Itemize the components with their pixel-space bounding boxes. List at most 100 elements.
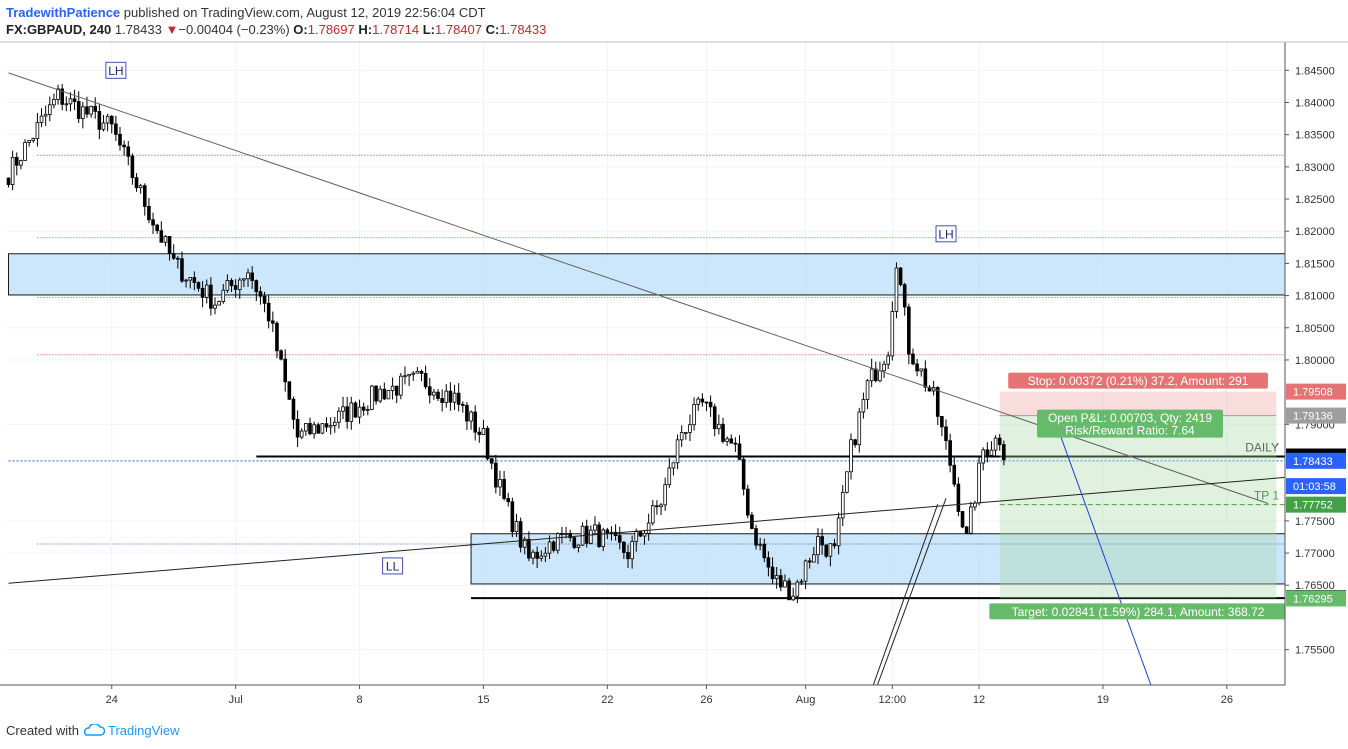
y-tick-label: 1.81500 xyxy=(1295,258,1335,270)
structure-marker-box[interactable] xyxy=(105,61,127,79)
candle-body xyxy=(948,440,952,466)
candle-body xyxy=(6,177,11,185)
candle-body xyxy=(911,353,915,365)
candle-body xyxy=(539,555,544,559)
trendline[interactable] xyxy=(871,503,939,690)
candle-body xyxy=(60,88,64,105)
candle-body xyxy=(448,390,453,403)
x-tick-label: 26 xyxy=(700,694,712,706)
price-badge xyxy=(1286,407,1346,424)
footer: Created with TradingView xyxy=(6,723,180,738)
candle-body xyxy=(597,524,601,547)
tradingview-brand-link[interactable]: TradingView xyxy=(108,723,180,738)
candle-body xyxy=(399,375,403,396)
candle-body xyxy=(415,370,420,374)
short-position-tool[interactable] xyxy=(999,391,1285,599)
candle-body xyxy=(601,529,606,547)
price-badge xyxy=(1286,590,1346,607)
candle-body xyxy=(692,403,696,426)
structure-marker-box[interactable] xyxy=(382,557,404,575)
candle-body xyxy=(23,141,27,161)
candle-body xyxy=(258,291,263,297)
candle-body xyxy=(452,392,457,403)
candle-body xyxy=(865,380,870,400)
price-badge-label: 1.76295 xyxy=(1293,593,1333,605)
candle-body xyxy=(56,88,60,100)
candle-body xyxy=(196,282,201,289)
support-resistance-zones[interactable] xyxy=(8,253,1286,585)
candle-body xyxy=(634,531,639,542)
candle-body xyxy=(981,449,985,464)
candle-body xyxy=(869,368,874,382)
candle-body xyxy=(560,533,564,535)
y-tick-label: 1.82500 xyxy=(1295,194,1335,206)
candle-body xyxy=(192,277,197,283)
y-tick-label: 1.77000 xyxy=(1295,548,1335,560)
price-change: −0.00404 (−0.23%) xyxy=(178,22,290,37)
candle-body xyxy=(209,284,213,309)
candle-body xyxy=(295,418,300,438)
trendline[interactable] xyxy=(1057,427,1153,690)
candle-body xyxy=(167,235,172,254)
candle-body xyxy=(97,111,102,130)
close-value: 1.78433 xyxy=(499,22,547,37)
candle-body xyxy=(960,511,965,528)
candle-body xyxy=(894,267,899,312)
x-tick-label: Jul xyxy=(229,694,243,706)
y-tick-label: 1.76500 xyxy=(1295,580,1335,592)
candle-body xyxy=(361,406,366,411)
candle-body xyxy=(411,372,416,375)
x-tick-label: 22 xyxy=(601,694,613,706)
x-tick-label: 12:00 xyxy=(879,694,907,706)
candle-body xyxy=(304,423,308,432)
candle-body xyxy=(386,390,391,400)
candle-body xyxy=(915,363,919,372)
sr-zone[interactable] xyxy=(470,533,1286,585)
price-badge xyxy=(1286,478,1346,495)
candle-body xyxy=(93,105,98,112)
price-badge-label: 01:03:58 xyxy=(1293,481,1336,493)
candle-body xyxy=(882,363,886,372)
horizontal-levels[interactable]: DAILY xyxy=(8,154,1286,600)
y-tick-label: 1.80000 xyxy=(1295,355,1335,367)
candle-body xyxy=(1002,444,1006,461)
candle-body xyxy=(283,358,288,383)
candle-body xyxy=(237,279,242,290)
author-link[interactable]: TradewithPatience xyxy=(6,5,121,20)
candle-body xyxy=(659,504,663,508)
structure-markers[interactable]: LH LH LL xyxy=(105,61,957,575)
candle-body xyxy=(163,235,168,243)
created-with-label: Created with xyxy=(6,723,79,738)
candle-body xyxy=(221,289,226,302)
price-badge-label: 1.79136 xyxy=(1293,411,1333,423)
candle-body xyxy=(43,114,48,117)
trendline[interactable] xyxy=(8,476,1289,584)
candle-body xyxy=(126,146,131,157)
candle-body xyxy=(374,385,378,402)
daily-level-label: DAILY xyxy=(1245,441,1279,455)
candle-body xyxy=(791,595,795,601)
candle-body xyxy=(787,580,791,601)
candle-body xyxy=(964,526,969,534)
candle-body xyxy=(551,541,556,551)
candle-body xyxy=(328,425,333,428)
candle-body xyxy=(242,278,246,281)
structure-marker-label: LH xyxy=(108,64,123,78)
candle-body xyxy=(316,424,321,434)
trendline[interactable] xyxy=(875,498,947,690)
y-tick-label: 1.81000 xyxy=(1295,291,1335,303)
candle-body xyxy=(262,295,267,304)
candle-body xyxy=(200,287,205,298)
structure-marker-box[interactable] xyxy=(935,225,957,243)
candle-body xyxy=(605,529,610,534)
candle-body xyxy=(332,421,337,426)
candle-body xyxy=(733,442,738,445)
candle-body xyxy=(923,368,928,388)
y-tick-label: 1.80500 xyxy=(1295,323,1335,335)
take-profit-area[interactable] xyxy=(999,415,1277,599)
candle-body xyxy=(345,406,349,422)
sr-zone[interactable] xyxy=(8,253,1286,296)
candle-body xyxy=(130,155,135,179)
symbol-label[interactable]: FX:GBPAUD, 240 xyxy=(6,22,112,37)
